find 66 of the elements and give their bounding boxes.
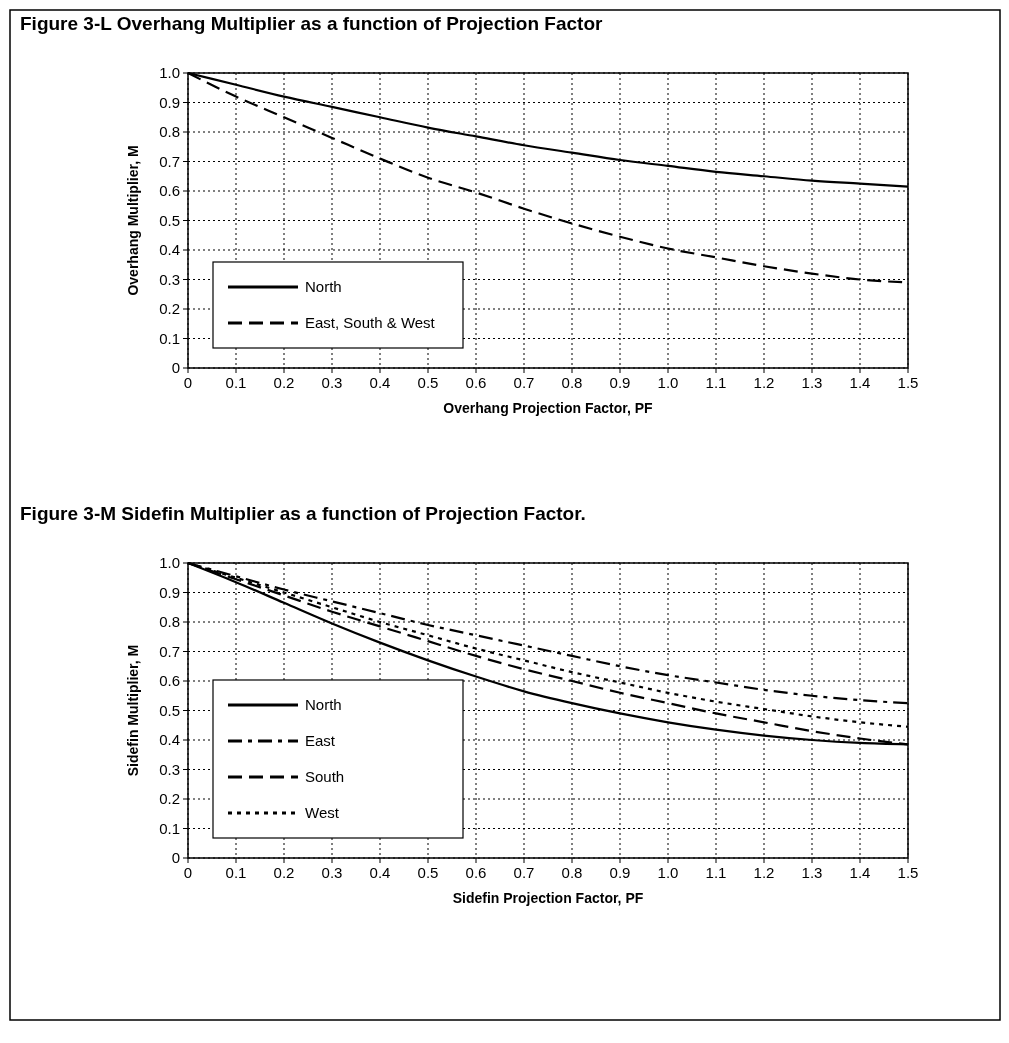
- x-tick-label: 0.9: [609, 864, 631, 881]
- y-tick-label: 0.6: [159, 182, 180, 199]
- y-tick-label: 0.3: [159, 760, 180, 778]
- legend-label: East, South & West: [305, 314, 436, 331]
- legend-label: North: [305, 696, 342, 713]
- x-axis-title: Sidefin Projection Factor, PF: [452, 890, 644, 906]
- x-tick-label: 0.6: [465, 864, 487, 881]
- y-axis-title: Sidefin Multiplier, M: [125, 644, 141, 777]
- x-tick-label: 0: [183, 374, 193, 391]
- y-tick-label: 0.4: [159, 731, 180, 748]
- x-tick-label: 1.0: [657, 374, 679, 391]
- y-tick-label: 0.9: [159, 93, 180, 111]
- x-tick-label: 0.4: [369, 374, 391, 391]
- y-tick-label: 0.1: [159, 819, 180, 837]
- x-tick-label: 0.2: [273, 864, 295, 881]
- x-tick-label: 1.5: [897, 864, 919, 881]
- x-tick-label: 1.3: [801, 374, 823, 391]
- x-tick-label: 1.4: [849, 864, 871, 881]
- x-tick-label: 0.3: [321, 864, 343, 881]
- x-tick-label: 0.4: [369, 864, 391, 881]
- y-tick-label: 0.7: [159, 642, 180, 660]
- y-tick-label: 0.8: [159, 123, 180, 140]
- x-tick-label: 0: [183, 864, 193, 881]
- x-tick-label: 0.9: [609, 374, 631, 391]
- x-tick-label: 1.5: [897, 374, 919, 391]
- x-tick-label: 0.6: [465, 374, 487, 391]
- y-tick-label: 0.5: [159, 211, 180, 229]
- x-tick-label: 1.0: [657, 864, 679, 881]
- x-tick-label: 0.1: [225, 864, 247, 881]
- x-tick-label: 0.1: [225, 374, 247, 391]
- x-tick-label: 0.2: [273, 374, 295, 391]
- legend-label: East: [305, 732, 336, 749]
- x-tick-label: 1.4: [849, 374, 871, 391]
- x-tick-label: 1.1: [705, 374, 727, 391]
- y-tick-label: 1.0: [159, 554, 180, 571]
- y-tick-label: 0.2: [159, 790, 180, 807]
- legend-label: North: [305, 278, 342, 295]
- y-tick-label: 0.9: [159, 583, 180, 601]
- legend-label: West: [305, 804, 340, 821]
- y-tick-label: 0.3: [159, 270, 180, 288]
- y-tick-label: 0.6: [159, 672, 180, 689]
- x-tick-label: 0.3: [321, 374, 343, 391]
- x-tick-label: 0.5: [417, 374, 439, 391]
- x-tick-label: 0.7: [513, 374, 535, 391]
- x-tick-label: 0.8: [561, 374, 583, 391]
- x-tick-label: 1.3: [801, 864, 823, 881]
- x-axis-title: Overhang Projection Factor, PF: [443, 400, 654, 416]
- y-tick-label: 0.5: [159, 701, 180, 719]
- x-tick-label: 0.7: [513, 864, 535, 881]
- x-tick-label: 0.8: [561, 864, 583, 881]
- x-tick-label: 1.1: [705, 864, 727, 881]
- x-tick-label: 0.5: [417, 864, 439, 881]
- y-tick-label: 0.1: [159, 329, 180, 347]
- y-axis-title: Overhang Multiplier, M: [125, 145, 141, 296]
- y-tick-label: 1.0: [159, 64, 180, 81]
- x-tick-label: 1.2: [753, 374, 775, 391]
- x-tick-label: 1.2: [753, 864, 775, 881]
- chart-title: Figure 3-M Sidefin Multiplier as a function of Projection Factor.: [20, 503, 586, 524]
- y-tick-label: 0.8: [159, 613, 180, 630]
- y-tick-label: 0.4: [159, 241, 180, 258]
- y-tick-label: 0.7: [159, 152, 180, 170]
- y-tick-label: 0: [171, 849, 180, 866]
- y-tick-label: 0: [171, 359, 180, 376]
- chart-title: Figure 3-L Overhang Multiplier as a function of Projection Factor: [20, 13, 603, 34]
- y-tick-label: 0.2: [159, 300, 180, 317]
- legend-label: South: [305, 768, 345, 785]
